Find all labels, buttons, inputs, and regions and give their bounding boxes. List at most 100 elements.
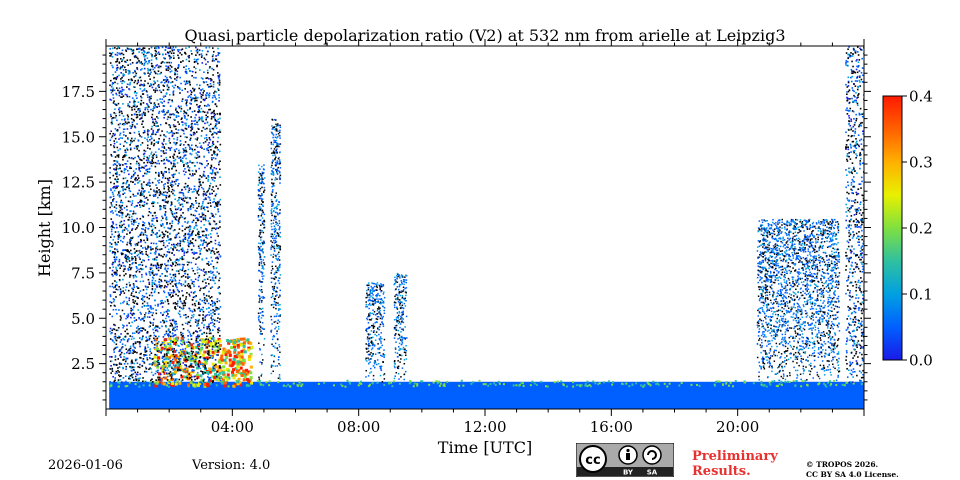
- heatmap-cell: [116, 226, 118, 229]
- heatmap-cell: [119, 190, 121, 193]
- heatmap-cell: [141, 200, 144, 203]
- heatmap-cell: [215, 345, 217, 348]
- heatmap-cell: [131, 262, 133, 265]
- heatmap-cell: [160, 155, 163, 157]
- heatmap-cell: [120, 253, 123, 256]
- heatmap-cell: [214, 132, 216, 134]
- heatmap-cell: [240, 349, 244, 353]
- heatmap-cell: [161, 231, 164, 234]
- heatmap-cell: [215, 227, 218, 230]
- heatmap-cell: [135, 116, 138, 119]
- heatmap-cell: [184, 117, 186, 119]
- heatmap-cell: [201, 371, 204, 373]
- heatmap-cell: [156, 263, 159, 266]
- heatmap-cell: [213, 150, 215, 153]
- heatmap-cell: [126, 209, 128, 211]
- heatmap-cell: [219, 168, 221, 171]
- heatmap-cell: [121, 229, 124, 232]
- heatmap-cell: [140, 83, 142, 86]
- heatmap-cell: [207, 325, 210, 328]
- heatmap-cell: [122, 270, 125, 273]
- heatmap-cell: [178, 149, 180, 152]
- heatmap-cell: [164, 233, 166, 236]
- heatmap-cell: [152, 109, 154, 112]
- heatmap-cell: [112, 132, 115, 135]
- heatmap-cell: [139, 238, 142, 241]
- heatmap-cell: [132, 373, 135, 375]
- heatmap-cell: [187, 232, 190, 235]
- heatmap-cell: [137, 329, 139, 332]
- heatmap-cell: [181, 256, 183, 259]
- heatmap-cell: [184, 99, 187, 101]
- heatmap-cell: [185, 68, 187, 71]
- heatmap-cell: [180, 197, 182, 199]
- heatmap-cell: [153, 76, 155, 79]
- heatmap-cell: [202, 181, 204, 184]
- heatmap-cell: [172, 358, 174, 361]
- heatmap-cell: [206, 160, 208, 162]
- heatmap-cell: [130, 142, 132, 144]
- heatmap-cell: [118, 375, 121, 378]
- heatmap-cell: [112, 251, 114, 253]
- heatmap-cell: [143, 300, 146, 303]
- heatmap-cell: [196, 99, 198, 102]
- heatmap-cell: [180, 336, 184, 340]
- heatmap-cell: [175, 293, 177, 296]
- heatmap-cell: [212, 324, 215, 327]
- heatmap-cell: [176, 361, 179, 364]
- heatmap-cell: [122, 326, 124, 329]
- heatmap-cell: [127, 69, 130, 72]
- heatmap-cell: [157, 269, 160, 272]
- heatmap-cell: [177, 129, 180, 131]
- heatmap-cell: [137, 174, 139, 177]
- heatmap-cell: [171, 374, 173, 377]
- heatmap-cell: [164, 207, 167, 210]
- heatmap-cell: [185, 345, 189, 349]
- heatmap-cell: [116, 146, 119, 149]
- heatmap-cell: [155, 267, 158, 270]
- heatmap-cell: [217, 331, 219, 334]
- heatmap-cell: [173, 380, 176, 382]
- heatmap-cell: [143, 190, 146, 192]
- heatmap-cell: [207, 261, 210, 263]
- heatmap-cell: [170, 322, 172, 325]
- heatmap-cell: [122, 158, 124, 161]
- heatmap-cell: [184, 51, 186, 54]
- heatmap-cell: [183, 144, 185, 146]
- heatmap-cell: [169, 57, 171, 59]
- heatmap-cell: [656, 382, 659, 385]
- heatmap-cell: [171, 348, 173, 350]
- heatmap-cell: [178, 306, 181, 308]
- heatmap-cell: [202, 120, 204, 123]
- heatmap-cell: [150, 116, 153, 119]
- heatmap-cell: [114, 379, 116, 382]
- heatmap-cell: [769, 383, 772, 386]
- heatmap-cell: [142, 327, 145, 330]
- heatmap-cell: [214, 177, 216, 179]
- heatmap-cell: [121, 204, 124, 207]
- heatmap-cell: [233, 350, 237, 354]
- heatmap-cell: [112, 145, 115, 147]
- heatmap-cell: [121, 49, 124, 52]
- heatmap-cell: [140, 183, 143, 185]
- heatmap-cell: [120, 96, 122, 98]
- heatmap-cell: [208, 332, 211, 335]
- heatmap-cell: [116, 160, 119, 163]
- heatmap-cell: [109, 368, 112, 370]
- heatmap-cell: [128, 213, 131, 216]
- heatmap-cell: [212, 345, 216, 349]
- heatmap-cell: [200, 338, 204, 342]
- heatmap-cell: [185, 358, 188, 361]
- heatmap-cell: [163, 146, 166, 148]
- heatmap-cell: [130, 367, 133, 369]
- heatmap-cell: [140, 298, 143, 300]
- heatmap-cell: [178, 361, 180, 363]
- heatmap-cell: [188, 373, 191, 375]
- heatmap-cell: [150, 308, 153, 310]
- heatmap-cell: [154, 233, 157, 236]
- heatmap-cell: [265, 381, 268, 384]
- heatmap-cell: [201, 363, 204, 366]
- heatmap-cell: [172, 155, 174, 158]
- heatmap-cell: [168, 372, 170, 375]
- heatmap-cell: [161, 299, 164, 302]
